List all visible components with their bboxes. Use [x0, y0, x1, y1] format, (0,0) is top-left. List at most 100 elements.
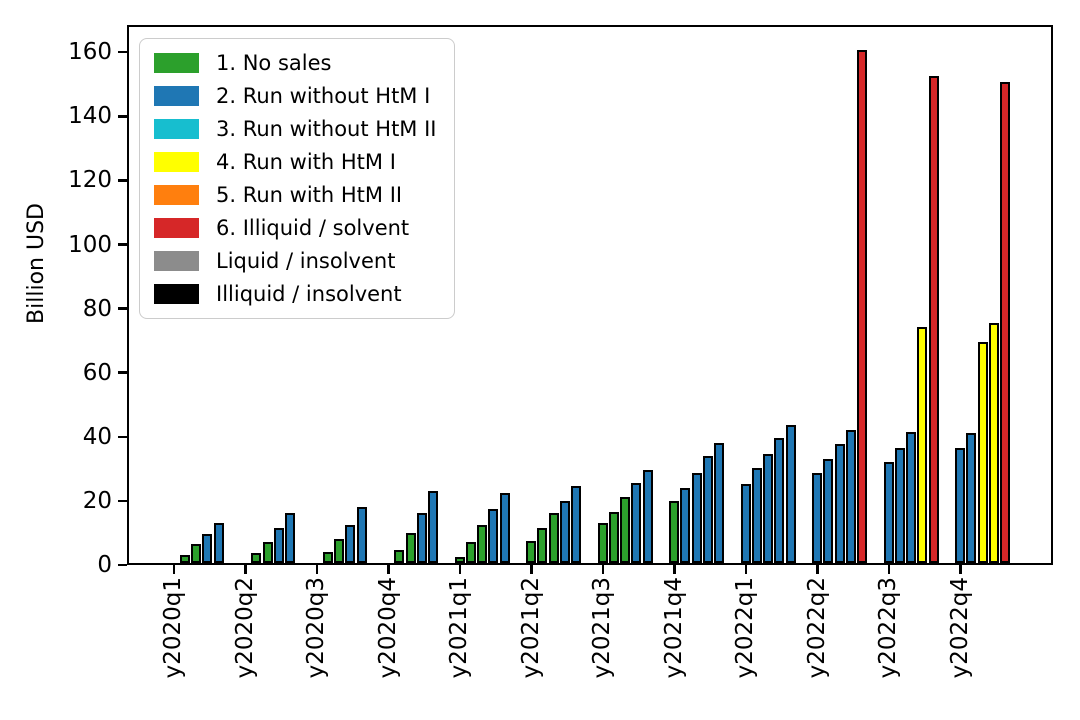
x-tick-mark [887, 565, 891, 574]
x-tick-label: y2022q2 [803, 577, 830, 679]
legend-label: Illiquid / insolvent [216, 282, 402, 306]
bar [691, 473, 702, 563]
x-tick-label: y2022q3 [875, 577, 901, 679]
bar [608, 511, 619, 563]
legend-item: 2. Run without HtM I [154, 85, 436, 107]
x-tick-label: y2021q4 [660, 577, 687, 679]
bar [642, 470, 653, 563]
bar [702, 455, 713, 563]
bar [740, 484, 751, 563]
bar [669, 500, 679, 563]
x-tick-mark [387, 565, 390, 574]
legend-label: 3. Run without HtM II [216, 117, 437, 141]
x-tick-label: y2020q4 [374, 577, 401, 679]
legend-swatch-orange [154, 185, 199, 205]
bar [812, 473, 822, 563]
legend-item: 5. Run with HtM II [154, 184, 436, 206]
bar [857, 50, 868, 563]
bar [454, 556, 465, 563]
legend-swatch-black [154, 284, 199, 304]
y-tick-label: 0 [97, 552, 112, 578]
bar [834, 444, 845, 563]
bar [906, 431, 917, 563]
bar [416, 513, 427, 563]
bar [477, 524, 488, 563]
x-tick-label: y2021q3 [589, 577, 615, 679]
plot-area [127, 25, 1053, 565]
bar [322, 551, 333, 563]
bar [977, 341, 988, 563]
bar [262, 542, 273, 563]
y-tick-mark [118, 371, 127, 374]
y-tick-label: 120 [68, 167, 112, 194]
bar [845, 430, 856, 563]
bar [928, 75, 939, 563]
bar [499, 492, 510, 563]
x-tick-mark [816, 565, 819, 574]
y-tick-mark [118, 243, 127, 246]
legend-swatch-yellow [154, 152, 199, 172]
legend-item: 3. Run without HtM II [154, 118, 436, 140]
bar [345, 524, 356, 563]
bar [680, 487, 691, 563]
bar [955, 447, 965, 563]
legend-swatch-green [154, 53, 199, 73]
x-tick-label: y2020q3 [303, 577, 329, 679]
y-tick-mark [118, 435, 127, 439]
y-tick-mark [118, 307, 127, 310]
bar [488, 508, 499, 563]
legend-swatch-blue [154, 86, 199, 106]
y-tick-label: 100 [68, 231, 112, 258]
y-tick-label: 160 [68, 39, 112, 66]
x-tick-mark [673, 565, 676, 574]
legend-label: 5. Run with HtM II [216, 183, 403, 207]
y-tick-mark [118, 115, 127, 118]
legend-swatch-cyan [154, 119, 199, 139]
legend-swatch-red [154, 218, 199, 238]
bar [823, 458, 834, 563]
x-tick-label: y2022q1 [732, 577, 758, 679]
legend-item: 4. Run with HtM I [154, 151, 436, 173]
x-tick-mark [172, 565, 176, 574]
legend-item: Illiquid / insolvent [154, 283, 436, 305]
bar [597, 522, 608, 563]
bar [394, 550, 405, 563]
bar [1000, 82, 1011, 563]
legend-label: 2. Run without HtM I [216, 84, 431, 108]
bar [334, 538, 345, 563]
legend-item: Liquid / insolvent [154, 250, 436, 272]
bar [631, 482, 642, 563]
x-tick-mark [601, 565, 605, 574]
bar [202, 534, 213, 563]
x-tick-label: y2020q2 [231, 577, 258, 679]
bar [191, 543, 202, 563]
bar [774, 438, 785, 563]
bar [213, 522, 224, 563]
bar [763, 454, 774, 563]
bar [571, 486, 582, 563]
x-tick-label: y2021q2 [517, 577, 544, 679]
bar [356, 506, 367, 563]
bar [273, 527, 284, 563]
y-tick-mark [118, 50, 127, 54]
bar [917, 327, 928, 563]
bar [251, 553, 262, 563]
x-tick-mark [458, 565, 462, 574]
bar [428, 490, 439, 563]
x-tick-mark [315, 565, 319, 574]
legend: 1. No sales 2. Run without HtM I 3. Run wi… [139, 38, 456, 319]
x-tick-mark [244, 565, 247, 574]
legend-label: 4. Run with HtM I [216, 150, 396, 174]
legend-label: 6. Illiquid / solvent [216, 216, 410, 240]
x-tick-mark [530, 565, 533, 574]
legend-swatch-gray [154, 251, 199, 271]
bar [559, 500, 570, 563]
bar [465, 542, 476, 563]
legend-label: Liquid / insolvent [216, 249, 396, 273]
legend-item: 6. Illiquid / solvent [154, 217, 436, 239]
bar [285, 513, 296, 563]
bar [179, 555, 190, 563]
x-tick-label: y2022q4 [946, 577, 973, 679]
bar [751, 468, 762, 563]
